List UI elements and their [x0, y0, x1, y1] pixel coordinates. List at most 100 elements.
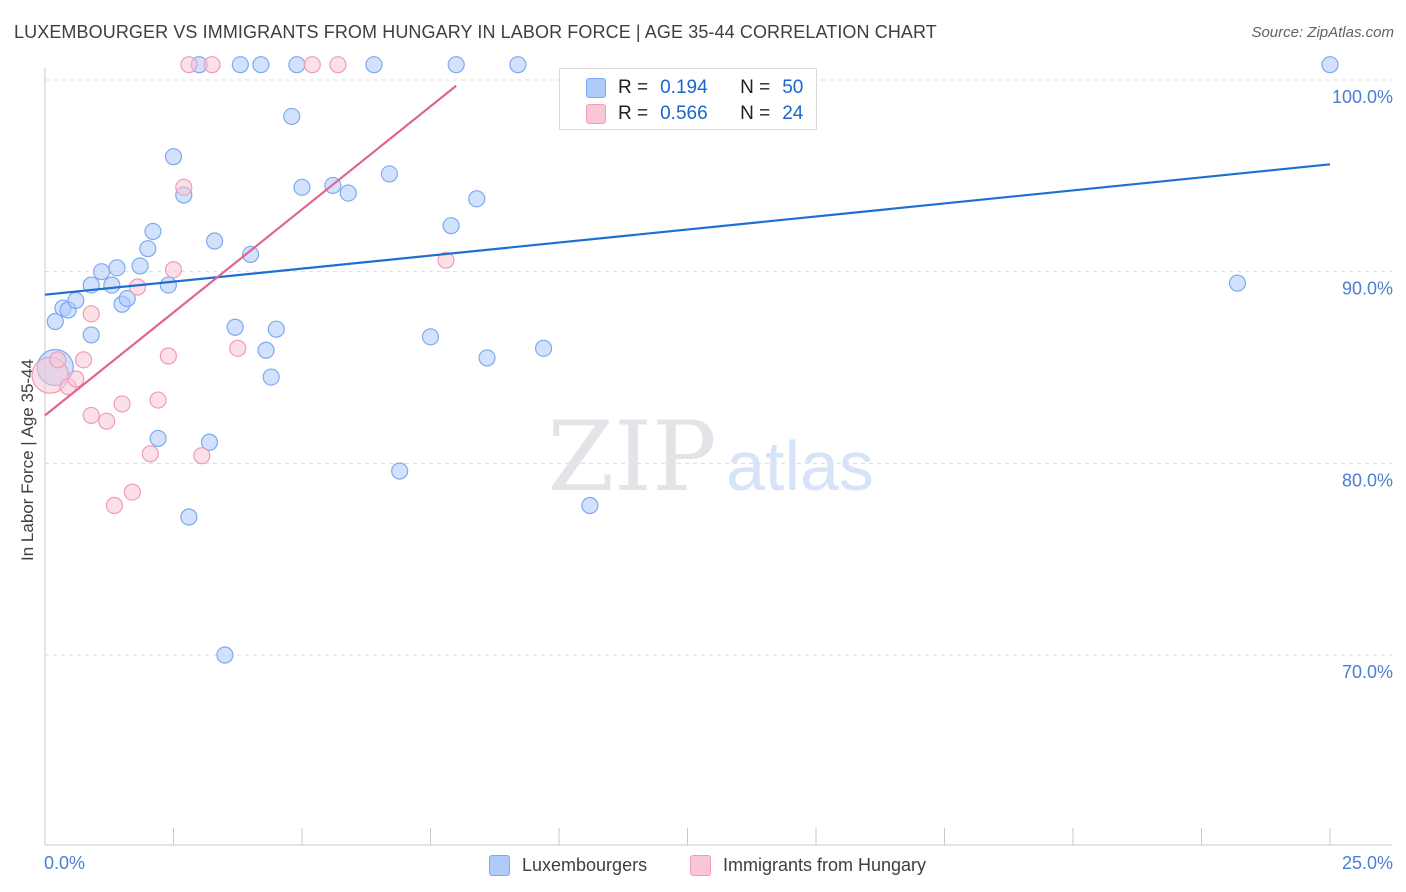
- y-tick-label: 100.0%: [1332, 87, 1393, 107]
- legend-item-luxembourgers[interactable]: Luxembourgers: [489, 852, 647, 878]
- point-luxembourgers: [442, 217, 460, 235]
- watermark-atlas: atlas: [726, 427, 874, 505]
- point-luxembourgers: [200, 433, 219, 451]
- point-luxembourgers: [118, 289, 136, 308]
- legend-item-hungary[interactable]: Immigrants from Hungary: [690, 852, 926, 878]
- n-value: 50: [782, 77, 804, 98]
- r-label: R =: [618, 77, 649, 98]
- point-luxembourgers: [267, 320, 285, 338]
- tick-labels: 70.0% 80.0% 90.0% 100.0% 0.0% 25.0%: [44, 87, 1393, 873]
- point-luxembourgers: [82, 326, 100, 344]
- legend-row-luxembourgers: R = 0.194 N = 50: [618, 76, 803, 100]
- point-luxembourgers: [509, 56, 527, 74]
- point-luxembourgers: [144, 222, 162, 241]
- chart-title: LUXEMBOURGER VS IMMIGRANTS FROM HUNGARY …: [14, 22, 937, 42]
- point-luxembourgers: [1321, 56, 1339, 74]
- point-luxembourgers: [478, 349, 496, 367]
- point-luxembourgers: [206, 232, 224, 250]
- x-tick-label-max: 25.0%: [1342, 853, 1393, 873]
- correlation-legend: R = 0.194 N = 50 R = 0.566 N = 24: [559, 68, 817, 130]
- point-hungary: [105, 496, 123, 515]
- point-luxembourgers: [283, 107, 301, 126]
- legend-swatch-blue: [586, 78, 606, 98]
- legend-swatch-pink: [690, 854, 711, 876]
- point-hungary: [98, 412, 116, 430]
- legend-row-hungary: R = 0.566 N = 24: [618, 102, 803, 126]
- point-luxembourgers: [180, 508, 198, 526]
- point-luxembourgers: [108, 259, 126, 277]
- y-tick-label: 90.0%: [1342, 279, 1393, 299]
- legend-label: Luxembourgers: [522, 854, 648, 875]
- point-hungary: [49, 351, 67, 369]
- point-luxembourgers: [262, 368, 280, 386]
- point-luxembourgers: [131, 257, 149, 275]
- point-hungary: [67, 370, 85, 388]
- point-luxembourgers: [447, 56, 465, 74]
- point-luxembourgers: [149, 429, 167, 448]
- n-label: N =: [740, 77, 771, 98]
- point-hungary: [229, 339, 247, 357]
- watermark-zip: ZIP: [547, 401, 716, 513]
- legend-label: Immigrants from Hungary: [723, 854, 927, 875]
- point-luxembourgers: [92, 263, 111, 281]
- point-luxembourgers: [421, 328, 440, 346]
- source-label: Source: ZipAtlas.com: [1251, 24, 1394, 41]
- point-hungary: [123, 483, 141, 501]
- point-hungary: [149, 391, 167, 409]
- r-value: 0.194: [660, 77, 708, 98]
- point-luxembourgers: [288, 56, 306, 74]
- point-hungary: [193, 447, 211, 465]
- point-luxembourgers: [231, 56, 249, 74]
- r-label: R =: [618, 103, 649, 124]
- trend-line-luxembourgers: [44, 163, 1331, 296]
- point-hungary: [82, 406, 100, 425]
- legend-swatch-blue: [489, 854, 510, 876]
- point-luxembourgers: [380, 165, 398, 183]
- series-legend: Luxembourgers Immigrants from Hungary: [0, 852, 1406, 878]
- point-luxembourgers: [391, 462, 409, 480]
- point-luxembourgers: [216, 646, 234, 664]
- point-luxembourgers: [159, 276, 177, 294]
- point-luxembourgers: [365, 56, 383, 74]
- legend-swatch-pink: [586, 104, 606, 124]
- point-hungary: [74, 351, 93, 369]
- point-hungary: [141, 445, 159, 463]
- r-value: 0.566: [660, 103, 708, 124]
- point-luxembourgers: [1228, 274, 1247, 292]
- point-luxembourgers: [139, 240, 157, 258]
- point-hungary: [303, 56, 321, 74]
- point-luxembourgers: [46, 312, 64, 331]
- zipatlas-watermark: ZIP atlas: [547, 401, 874, 513]
- point-luxembourgers: [252, 56, 270, 74]
- point-hungary: [113, 395, 131, 413]
- point-hungary: [329, 56, 347, 74]
- point-hungary: [164, 261, 183, 279]
- point-luxembourgers: [339, 184, 357, 202]
- point-hungary: [175, 178, 193, 196]
- trend-line-hungary: [44, 84, 457, 417]
- point-hungary: [128, 278, 147, 296]
- data-points: [31, 56, 1339, 664]
- n-label: N =: [740, 103, 771, 124]
- grid-lines: [45, 79, 1392, 656]
- point-luxembourgers: [103, 276, 121, 294]
- point-luxembourgers: [257, 341, 275, 359]
- point-luxembourgers: [534, 339, 553, 357]
- point-hungary: [437, 251, 455, 269]
- y-tick-label: 80.0%: [1342, 470, 1393, 490]
- point-luxembourgers: [67, 291, 85, 310]
- y-tick-label: 70.0%: [1342, 662, 1393, 682]
- point-hungary: [203, 56, 221, 74]
- point-luxembourgers: [468, 190, 486, 208]
- axes: [44, 68, 1392, 846]
- point-luxembourgers: [581, 496, 599, 515]
- point-hungary: [159, 347, 177, 365]
- point-luxembourgers: [242, 245, 260, 264]
- trend-lines: [44, 84, 1331, 417]
- point-luxembourgers: [164, 148, 183, 166]
- point-luxembourgers: [293, 178, 311, 196]
- n-value: 24: [782, 103, 804, 124]
- point-hungary: [180, 56, 198, 74]
- x-tick-label-min: 0.0%: [44, 853, 85, 873]
